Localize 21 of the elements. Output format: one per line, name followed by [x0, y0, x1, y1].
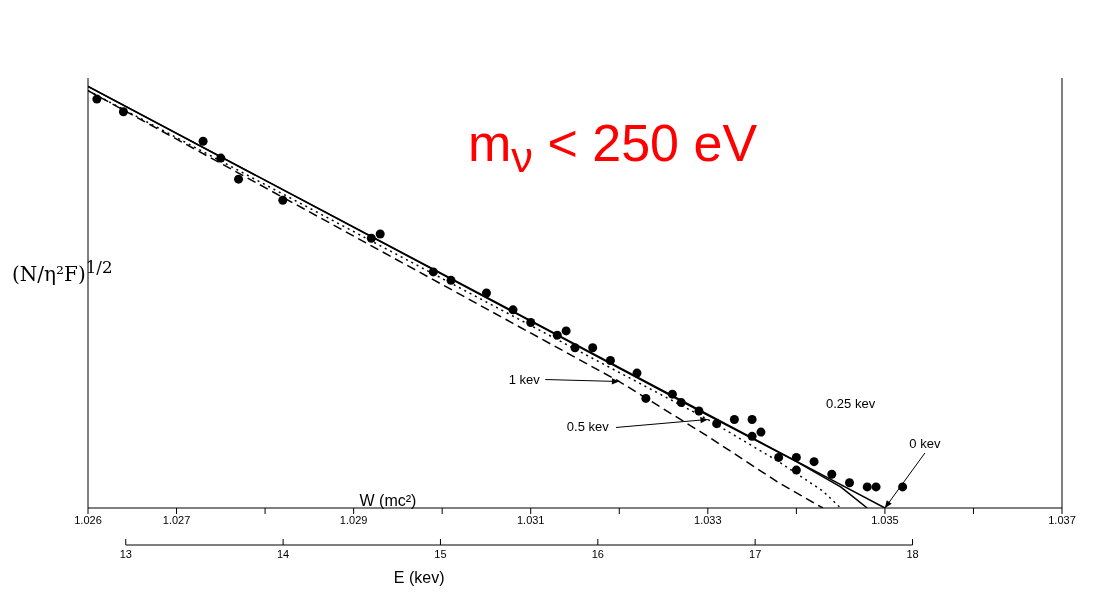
x-tick-label: 1.027 — [162, 513, 191, 526]
x2-tick-label: 15 — [434, 548, 447, 560]
x2-tick-label: 18 — [906, 548, 919, 560]
x-tick-label: 1.035 — [871, 513, 899, 526]
x2-tick-label: 13 — [119, 548, 132, 560]
x-axis-title: W (mc²) — [359, 492, 417, 509]
annotation: m$_{ν}$ < 250 eV — [468, 113, 758, 183]
x-tick-label: 1.029 — [339, 513, 368, 526]
annotation: 0.5 kev — [566, 419, 610, 435]
x2-tick-label: 14 — [276, 548, 290, 560]
x-tick-label: 1.026 — [74, 513, 102, 526]
annotation: 1 kev — [508, 371, 541, 387]
x-tick-label: 1.033 — [694, 513, 722, 526]
annotation: 0 kev — [909, 436, 941, 451]
x-tick-label: 1.031 — [516, 513, 545, 526]
x2-tick-label: 17 — [749, 548, 762, 560]
x2-tick-label: 16 — [591, 548, 604, 560]
y-axis-title: (N/η²F)$^{1/2}$ — [12, 258, 113, 286]
annotation: 0.25 kev — [826, 396, 876, 411]
x-tick-label: 1.037 — [1048, 513, 1076, 526]
x2-axis-title: E (kev) — [393, 569, 445, 586]
